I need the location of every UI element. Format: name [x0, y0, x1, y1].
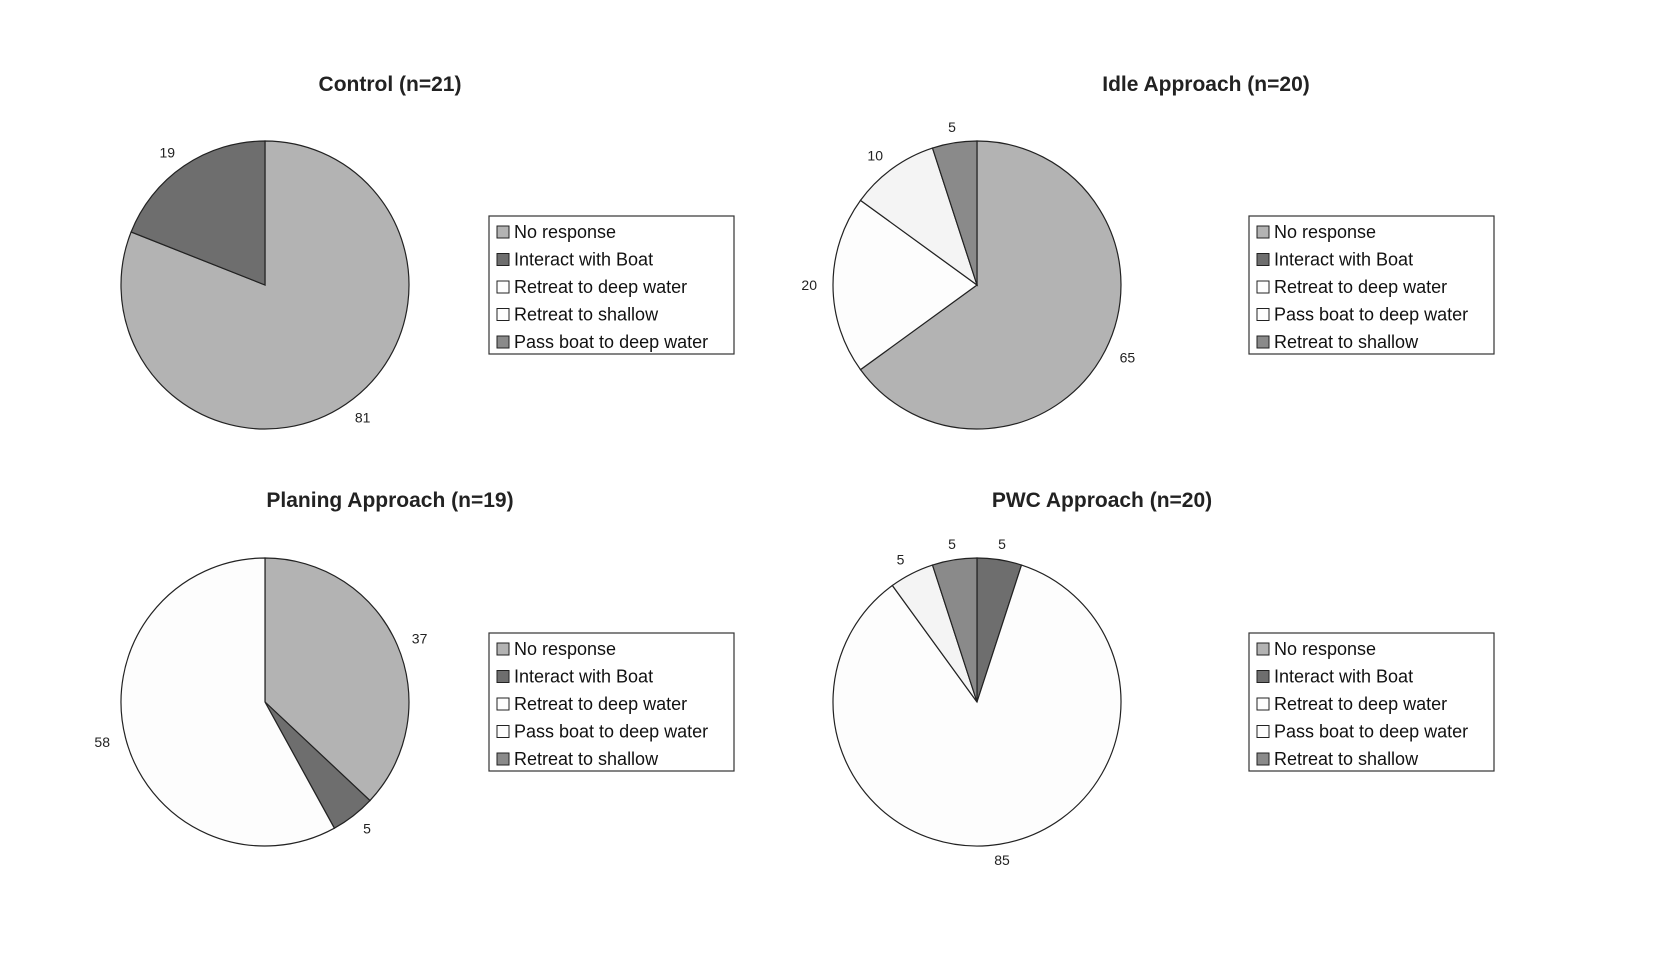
- legend-entry-label: No response: [514, 639, 616, 659]
- pie-slice: [859, 147, 979, 287]
- legend-swatch: [496, 670, 510, 683]
- pie-slices: [120, 140, 410, 430]
- pie-slice: [130, 140, 266, 286]
- pie-slice: [832, 564, 1122, 847]
- legend-swatch: [496, 697, 510, 711]
- legend: No response Interact with Boat Retreat to …: [488, 632, 735, 772]
- legend-entry-label: Retreat to shallow: [514, 749, 659, 769]
- slice-value-label: 10: [867, 148, 883, 164]
- slice-value-label: 5: [948, 119, 956, 135]
- legend-box: [1248, 215, 1495, 355]
- legend: No response Interact with Boat Retreat to …: [1248, 632, 1495, 772]
- slice-value-label: 5: [363, 820, 371, 836]
- slice-value-label: 65: [1120, 350, 1136, 366]
- pie-slice: [931, 140, 978, 286]
- slice-value-label: 37: [412, 631, 428, 647]
- legend-entry-label: Interact with Boat: [1274, 667, 1413, 687]
- pie-chart-control: Control (n=21) 81 19 No response Interact …: [120, 73, 735, 430]
- legend: No response Interact with Boat Retreat to …: [1248, 215, 1495, 355]
- legend-swatch: [1256, 752, 1270, 766]
- pie-chart-pwc-approach: PWC Approach (n=20) 5 85 5 5 No response Int…: [832, 489, 1495, 868]
- pie-slices: [832, 557, 1122, 847]
- slice-value-label: 19: [160, 145, 176, 161]
- slice-value-label: 58: [94, 734, 110, 750]
- chart-title: PWC Approach (n=20): [992, 489, 1212, 512]
- legend-entry-label: Pass boat to deep water: [514, 722, 708, 742]
- legend-swatch: [496, 308, 510, 321]
- pie-chart-idle-approach: Idle Approach (n=20) 65 20 10 5 No response…: [801, 73, 1495, 430]
- chart-title: Control (n=21): [319, 73, 462, 96]
- pie-slices: [832, 140, 1122, 430]
- slice-value-label: 85: [994, 852, 1010, 868]
- legend-swatch: [496, 253, 510, 266]
- legend-swatch: [496, 225, 510, 239]
- legend-entry-label: No response: [1274, 222, 1376, 242]
- legend-entry-label: Pass boat to deep water: [1274, 305, 1468, 325]
- legend-entry-label: Retreat to deep water: [1274, 694, 1447, 714]
- legend-swatch: [496, 752, 510, 766]
- legend-entry-label: Retreat to deep water: [1274, 277, 1447, 297]
- legend-box: [488, 215, 735, 355]
- legend-entry-label: Retreat to shallow: [514, 305, 659, 325]
- legend-swatch: [1256, 308, 1270, 321]
- slice-value-label: 5: [897, 551, 905, 567]
- legend-entry-label: Pass boat to deep water: [1274, 722, 1468, 742]
- slice-value-label: 20: [801, 277, 817, 293]
- legend-entry-label: Retreat to deep water: [514, 694, 687, 714]
- pie-slice: [120, 557, 336, 847]
- chart-title: Idle Approach (n=20): [1102, 73, 1310, 96]
- pie-slice: [832, 199, 979, 371]
- legend-entry-label: No response: [1274, 639, 1376, 659]
- legend: No response Interact with Boat Retreat to …: [488, 215, 735, 355]
- slice-value-label: 81: [355, 409, 371, 425]
- pie-slices: [120, 557, 410, 847]
- legend-swatch: [1256, 670, 1270, 683]
- legend-swatch: [496, 280, 510, 294]
- legend-box: [488, 632, 735, 772]
- legend-swatch: [1256, 725, 1270, 738]
- pie-slice: [931, 557, 978, 703]
- legend-swatch: [1256, 280, 1270, 294]
- legend-swatch: [1256, 335, 1270, 349]
- slice-labels: 5 85 5 5: [897, 536, 1010, 868]
- legend-swatch: [1256, 253, 1270, 266]
- slice-value-label: 5: [948, 536, 956, 552]
- legend-swatch: [496, 642, 510, 656]
- legend-swatch: [1256, 697, 1270, 711]
- legend-entry-label: No response: [514, 222, 616, 242]
- legend-entry-label: Pass boat to deep water: [514, 332, 708, 352]
- legend-box: [1248, 632, 1495, 772]
- legend-swatch: [496, 725, 510, 738]
- legend-entry-label: Interact with Boat: [1274, 250, 1413, 270]
- legend-entry-label: Retreat to shallow: [1274, 749, 1419, 769]
- pie-slice: [264, 557, 410, 802]
- legend-swatch: [496, 335, 510, 349]
- legend-swatch: [1256, 225, 1270, 239]
- slice-labels: 65 20 10 5: [801, 119, 1135, 366]
- legend-swatch: [1256, 642, 1270, 656]
- legend-entry-label: Retreat to deep water: [514, 277, 687, 297]
- slice-labels: 37 5 58: [94, 631, 427, 837]
- legend-entry-label: Interact with Boat: [514, 667, 653, 687]
- pie-chart-planing-approach: Planing Approach (n=19) 37 5 58 No respons…: [94, 489, 735, 847]
- slice-value-label: 5: [998, 536, 1006, 552]
- legend-entry-label: Retreat to shallow: [1274, 332, 1419, 352]
- chart-title: Planing Approach (n=19): [266, 489, 513, 512]
- slice-labels: 81 19: [160, 145, 371, 426]
- pie-slice: [859, 140, 1122, 430]
- legend-entry-label: Interact with Boat: [514, 250, 653, 270]
